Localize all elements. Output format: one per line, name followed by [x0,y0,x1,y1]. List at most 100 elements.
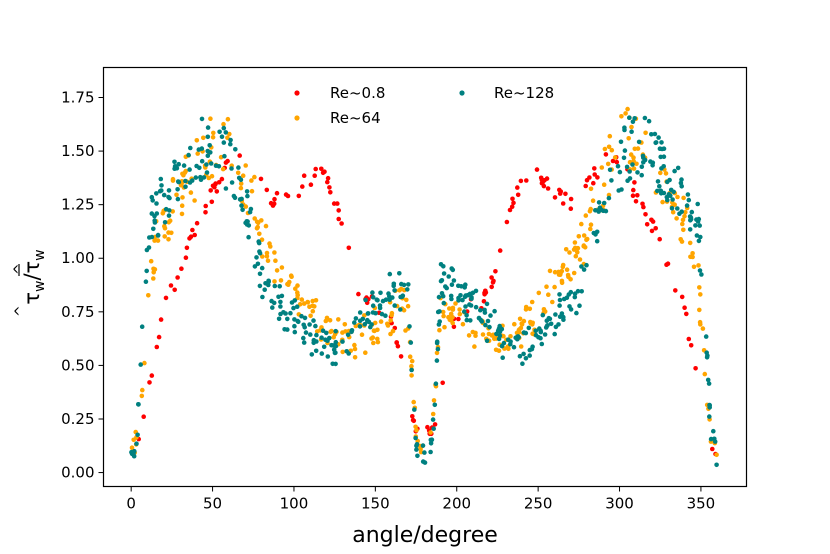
scatter-point [236,175,242,181]
scatter-point [370,303,376,309]
scatter-point [245,193,250,199]
scatter-point [501,333,506,339]
scatter-point [434,350,440,356]
scatter-point [409,363,414,369]
scatter-point [607,167,613,173]
scatter-point [365,311,371,316]
scatter-point [615,163,621,169]
scatter-point [278,299,283,305]
scatter-point [139,393,145,399]
scatter-point [437,327,442,333]
scatter-point [485,318,491,324]
scatter-point [264,187,270,193]
scatter-point [166,220,172,225]
scatter-point [313,348,319,354]
scatter-point [179,266,184,272]
scatter-point [467,302,472,307]
scatter-point [610,158,616,164]
scatter-point [630,162,635,167]
scatter-point [310,308,316,314]
scatter-point [235,170,241,176]
scatter-point [194,220,200,226]
scatter-point [557,297,563,303]
scatter-point [254,226,260,231]
plot-area-frame [102,66,748,488]
scatter-point [249,188,255,194]
scatter-point [583,183,588,189]
legend-label-re-64: Re~64 [330,109,381,127]
scatter-point [223,186,229,191]
scatter-point [472,344,477,349]
scatter-point [689,209,695,215]
scatter-point [333,328,339,334]
scatter-point [684,311,689,317]
scatter-point [695,219,701,224]
scatter-point [639,164,645,169]
y-label-tau-denominator: τ [20,261,44,274]
scatter-point [352,355,358,360]
scatter-point [369,336,374,341]
scatter-point [357,310,363,315]
series-re-128 [129,115,719,468]
scatter-point [293,286,298,292]
scatter-point [258,176,264,182]
scatter-point [278,304,283,309]
scatter-point [460,321,466,327]
scatter-point [252,174,257,180]
scatter-point [301,340,307,345]
scatter-point [154,344,160,350]
scatter-point [146,293,151,298]
scatter-point [333,350,338,356]
scatter-point [276,316,282,322]
scatter-point [566,292,572,297]
scatter-point [167,195,172,201]
scatter-point [622,125,627,130]
scatter-point [246,234,251,240]
scatter-point [431,426,437,432]
scatter-point [162,234,167,239]
scatter-point [565,272,571,278]
y-tick-label: 0.25 [61,410,94,428]
scatter-point [154,201,159,206]
scatter-point [271,300,277,306]
scatter-point [714,452,719,458]
scatter-point [433,381,439,387]
scatter-point [653,226,658,231]
scatter-point [631,166,637,171]
scatter-point [693,223,698,228]
scatter-point [579,264,584,269]
scatter-point [605,161,611,167]
scatter-point [219,134,225,139]
scatter-point [601,200,607,206]
scatter-point [630,193,636,198]
scatter-point [363,350,368,356]
scatter-point [592,172,597,177]
scatter-point [363,297,368,303]
scatter-point [572,294,578,300]
scatter-point [339,221,344,226]
scatter-point [487,324,492,330]
scatter-point [190,227,195,233]
scatter-point [333,343,339,349]
scatter-point [712,436,717,442]
scatter-point [668,193,673,199]
scatter-point [342,322,348,327]
scatter-point [274,190,280,196]
scatter-point [166,188,172,193]
scatter-point [493,347,499,353]
scatter-point [237,197,243,202]
scatter-point [682,305,687,311]
scatter-point [129,445,135,451]
scatter-point [187,167,192,172]
scatter-point [148,258,154,264]
scatter-point [621,155,627,161]
scatter-point [319,166,324,172]
scatter-point [706,381,712,386]
scatter-point [392,288,397,293]
scatter-point [671,189,676,195]
scatter-point [272,279,277,284]
scatter-point [428,441,434,446]
y-tick-label: 0.75 [61,303,94,321]
scatter-point [340,349,346,355]
